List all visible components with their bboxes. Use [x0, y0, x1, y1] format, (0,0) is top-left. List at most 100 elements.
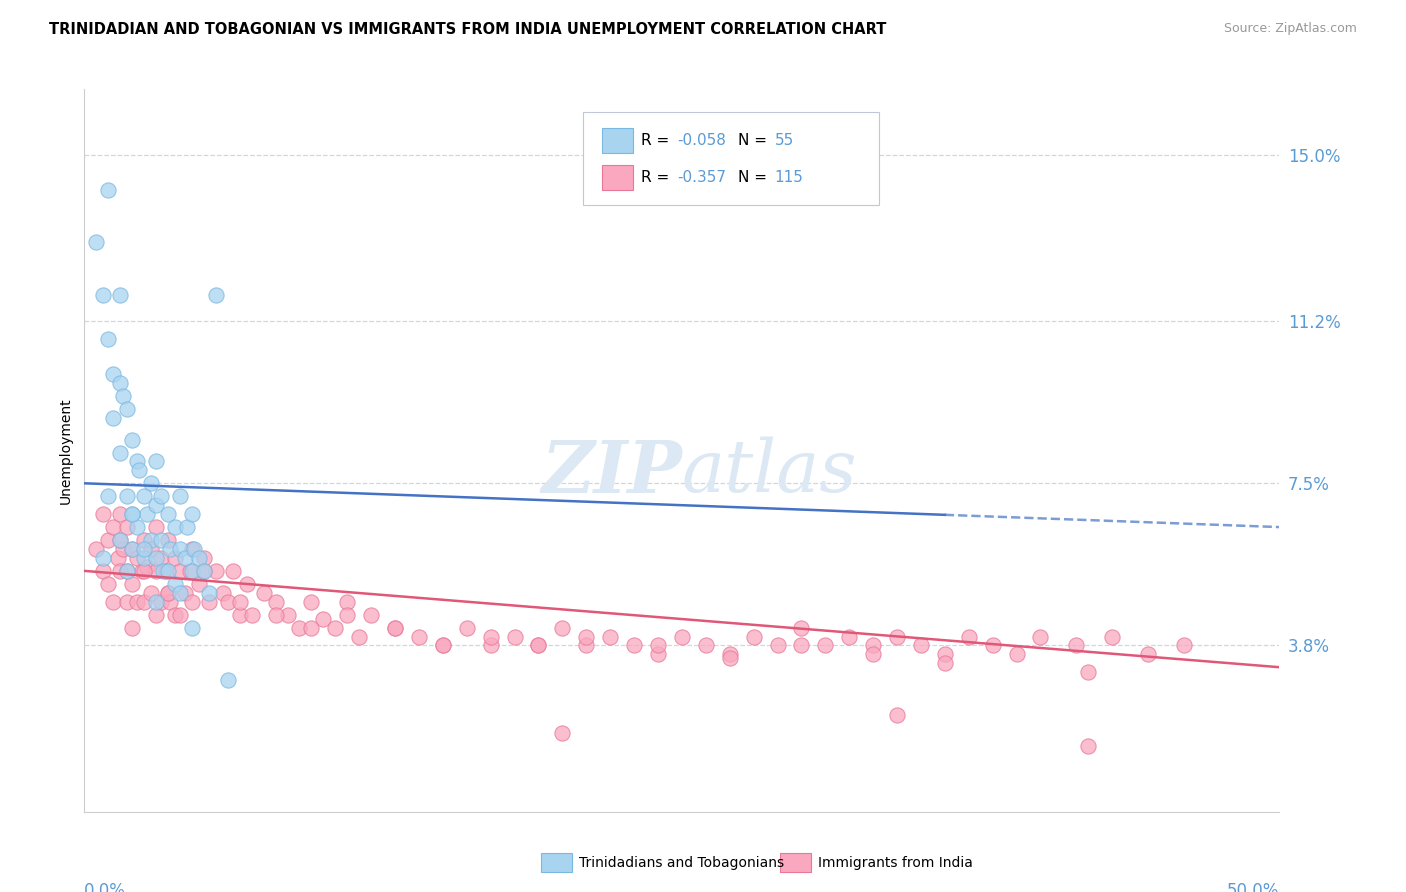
Point	[183, 541, 205, 556]
Point	[169, 490, 191, 504]
Point	[117, 594, 139, 608]
Point	[288, 621, 311, 635]
Point	[132, 490, 156, 504]
Point	[110, 533, 132, 548]
Point	[141, 476, 163, 491]
Point	[125, 550, 148, 565]
Point	[188, 577, 211, 591]
Point	[101, 520, 124, 534]
Point	[456, 621, 478, 635]
Point	[165, 520, 187, 534]
Text: 115: 115	[775, 170, 804, 185]
Point	[575, 630, 598, 644]
Point	[132, 541, 156, 556]
Point	[157, 586, 180, 600]
Point	[110, 288, 132, 302]
Point	[101, 410, 124, 425]
Point	[1137, 647, 1160, 661]
Point	[117, 564, 139, 578]
Point	[145, 520, 167, 534]
Text: Source: ZipAtlas.com: Source: ZipAtlas.com	[1223, 22, 1357, 36]
Point	[86, 235, 108, 250]
Point	[107, 550, 129, 565]
Point	[193, 564, 215, 578]
Point	[336, 607, 359, 622]
Point	[93, 507, 115, 521]
Point	[527, 638, 550, 652]
Point	[173, 550, 195, 565]
Point	[217, 594, 239, 608]
Point	[647, 647, 669, 661]
Point	[149, 533, 172, 548]
Text: -0.058: -0.058	[678, 133, 727, 147]
Point	[149, 490, 172, 504]
Point	[236, 577, 259, 591]
Text: Trinidadians and Tobagonians: Trinidadians and Tobagonians	[579, 855, 785, 870]
Point	[97, 577, 120, 591]
Text: R =: R =	[641, 133, 675, 147]
Point	[141, 533, 163, 548]
Point	[981, 638, 1004, 652]
Point	[101, 594, 124, 608]
Point	[110, 445, 132, 459]
Point	[671, 630, 693, 644]
Point	[181, 621, 204, 635]
Point	[301, 621, 323, 635]
Point	[1029, 630, 1052, 644]
Point	[1005, 647, 1028, 661]
Point	[1077, 739, 1099, 753]
Point	[623, 638, 645, 652]
Point	[132, 533, 156, 548]
Point	[176, 520, 198, 534]
Point	[157, 507, 180, 521]
Point	[862, 638, 884, 652]
Point	[145, 607, 167, 622]
Point	[93, 288, 115, 302]
Point	[766, 638, 789, 652]
Point	[110, 564, 132, 578]
Point	[117, 564, 139, 578]
Point	[110, 507, 132, 521]
Point	[179, 564, 201, 578]
Point	[181, 541, 204, 556]
Text: N =: N =	[738, 133, 772, 147]
Point	[957, 630, 980, 644]
Point	[121, 507, 143, 521]
Point	[197, 586, 219, 600]
Text: Immigrants from India: Immigrants from India	[818, 855, 973, 870]
Point	[157, 533, 180, 548]
Point	[93, 564, 115, 578]
Point	[121, 577, 143, 591]
Point	[110, 533, 132, 548]
Point	[141, 586, 163, 600]
Point	[145, 564, 167, 578]
Point	[790, 638, 813, 652]
Text: -0.357: -0.357	[678, 170, 727, 185]
Point	[121, 621, 143, 635]
Text: ZIP: ZIP	[541, 437, 682, 508]
Point	[97, 533, 120, 548]
Point	[97, 183, 120, 197]
Point	[264, 607, 287, 622]
Point	[97, 490, 120, 504]
Point	[1066, 638, 1088, 652]
Point	[169, 541, 191, 556]
Point	[169, 564, 191, 578]
Point	[128, 463, 150, 477]
Point	[790, 621, 813, 635]
Point	[135, 507, 157, 521]
Point	[1101, 630, 1123, 644]
Point	[165, 577, 187, 591]
Point	[277, 607, 299, 622]
Point	[695, 638, 717, 652]
Point	[86, 541, 108, 556]
Point	[157, 586, 180, 600]
Point	[149, 594, 172, 608]
Point	[181, 507, 204, 521]
Point	[110, 376, 132, 390]
Point	[212, 586, 235, 600]
Point	[169, 586, 191, 600]
Point	[253, 586, 276, 600]
Point	[217, 673, 239, 688]
Point	[551, 621, 574, 635]
